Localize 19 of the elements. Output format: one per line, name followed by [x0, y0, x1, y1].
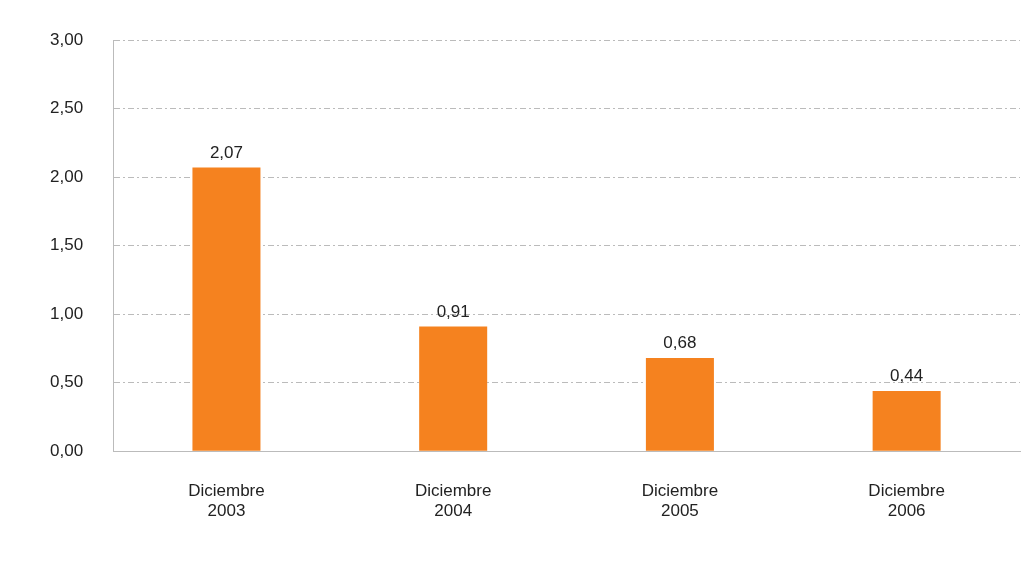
y-tick-label: 0,00: [49, 440, 84, 460]
data-label: 2,07: [209, 142, 243, 162]
x-tick-label: Diciembre 2005: [641, 481, 719, 521]
bar: [872, 390, 941, 451]
y-tick-label: 2,50: [49, 98, 84, 118]
y-tick-label: 0,50: [49, 372, 84, 392]
x-tick-label: Diciembre 2003: [188, 481, 265, 521]
data-label: 0,68: [663, 333, 697, 353]
x-tick-label: Diciembre 2006: [868, 481, 945, 521]
bar: [645, 358, 714, 451]
data-label: 0,91: [436, 301, 470, 321]
x-tick-label: Diciembre 2004: [414, 481, 492, 521]
data-label: 0,44: [890, 366, 924, 386]
bar: [192, 167, 261, 451]
y-tick-label: 1,50: [49, 235, 84, 255]
y-tick-label: 3,00: [49, 29, 84, 49]
bar: [419, 326, 488, 451]
y-tick-label: 2,00: [49, 166, 84, 186]
y-tick-label: 1,00: [49, 303, 84, 323]
